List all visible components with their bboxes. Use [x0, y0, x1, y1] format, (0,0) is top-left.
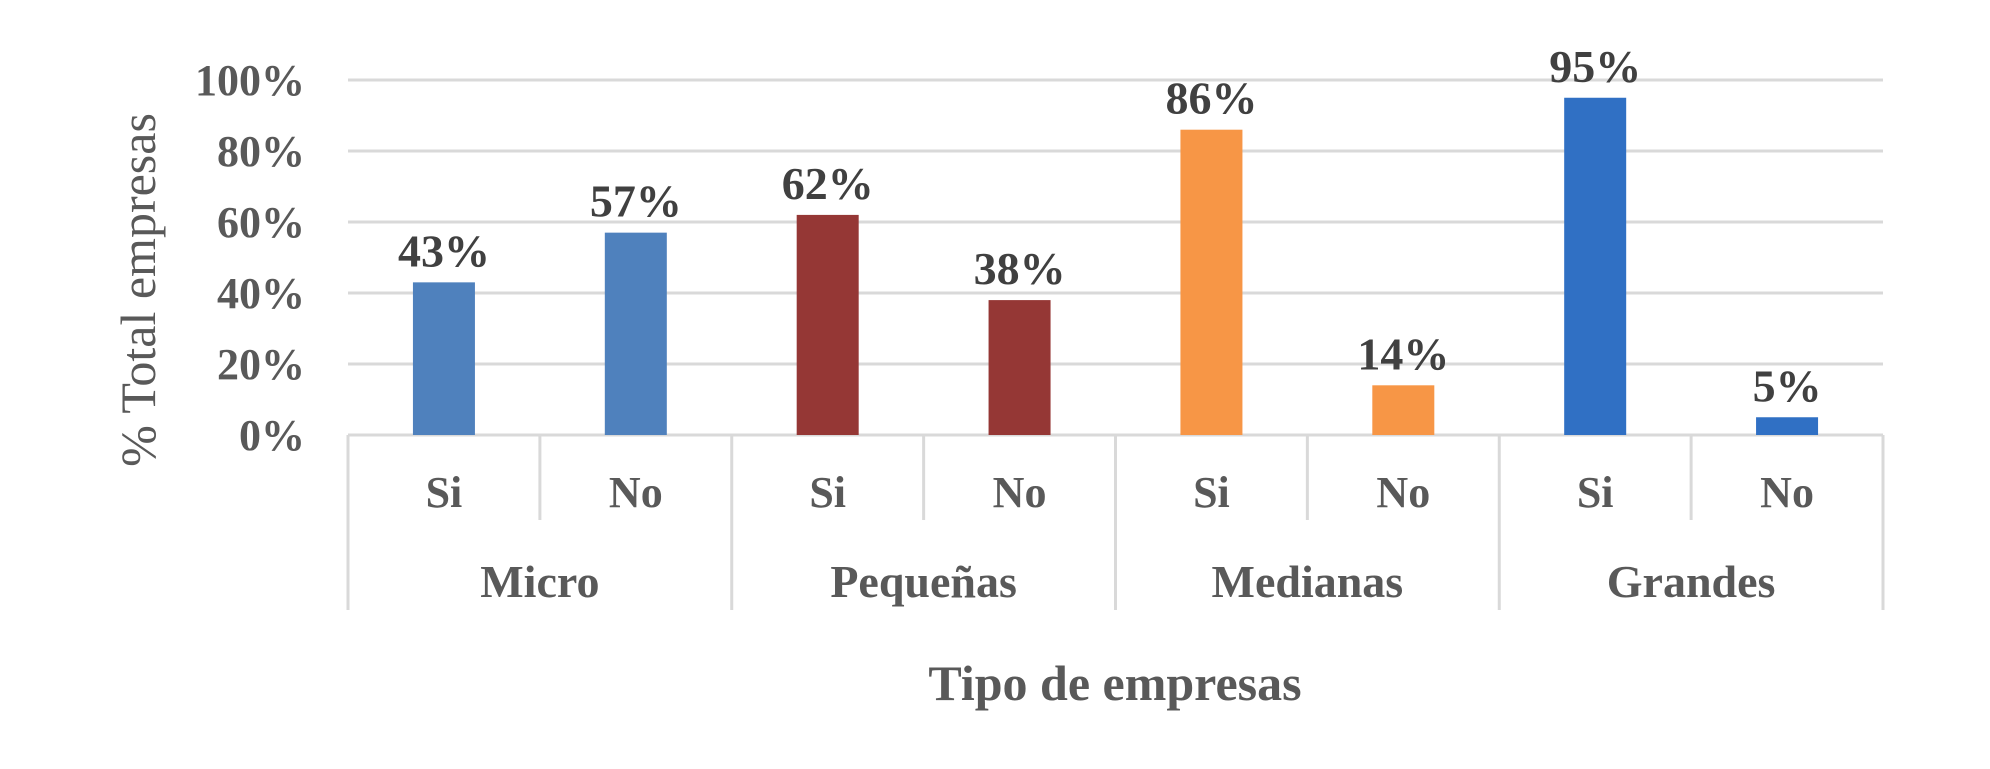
bar	[796, 214, 859, 435]
data-label: 95%	[1549, 41, 1641, 92]
data-label: 38%	[974, 243, 1066, 294]
x-category-label: Si	[1577, 468, 1614, 517]
y-tick-label: 0%	[239, 411, 305, 460]
data-labels: 43% 57% 62% 38% 86% 14% 95% 5%	[398, 41, 1822, 412]
bar	[1180, 129, 1243, 435]
data-label: 57%	[590, 176, 682, 227]
gridlines	[348, 78, 1883, 437]
bar	[1564, 97, 1627, 435]
x-category-label: Si	[1193, 468, 1230, 517]
x-group-label: Pequeñas	[830, 556, 1017, 607]
bar	[1756, 417, 1819, 435]
x-category-label: Si	[809, 468, 846, 517]
y-axis-ticks: 0% 20% 40% 60% 80% 100%	[195, 56, 305, 460]
x-group-label: Micro	[480, 556, 599, 607]
bar	[1372, 385, 1435, 435]
y-tick-label: 20%	[217, 340, 305, 389]
bar	[412, 282, 475, 435]
data-label: 43%	[398, 225, 490, 276]
bar	[988, 300, 1051, 435]
y-axis-title: % Total empresas	[110, 113, 166, 467]
y-tick-label: 80%	[217, 127, 305, 176]
x-group-label: Grandes	[1607, 556, 1776, 607]
x-category-label: Si	[426, 468, 463, 517]
y-tick-label: 60%	[217, 198, 305, 247]
bar	[604, 232, 667, 435]
y-tick-label: 40%	[217, 269, 305, 318]
x-group-label: Medianas	[1212, 556, 1404, 607]
data-label: 14%	[1357, 328, 1449, 379]
x-axis-title: Tipo de empresas	[928, 655, 1301, 711]
x-category-label: No	[609, 468, 663, 517]
x-category-label: No	[993, 468, 1047, 517]
y-tick-label: 100%	[195, 56, 305, 105]
data-label: 5%	[1753, 360, 1822, 411]
x-category-label: No	[1376, 468, 1430, 517]
data-label: 86%	[1165, 73, 1257, 124]
x-category-label: No	[1760, 468, 1814, 517]
bars	[412, 97, 1819, 435]
data-label: 62%	[782, 158, 874, 209]
